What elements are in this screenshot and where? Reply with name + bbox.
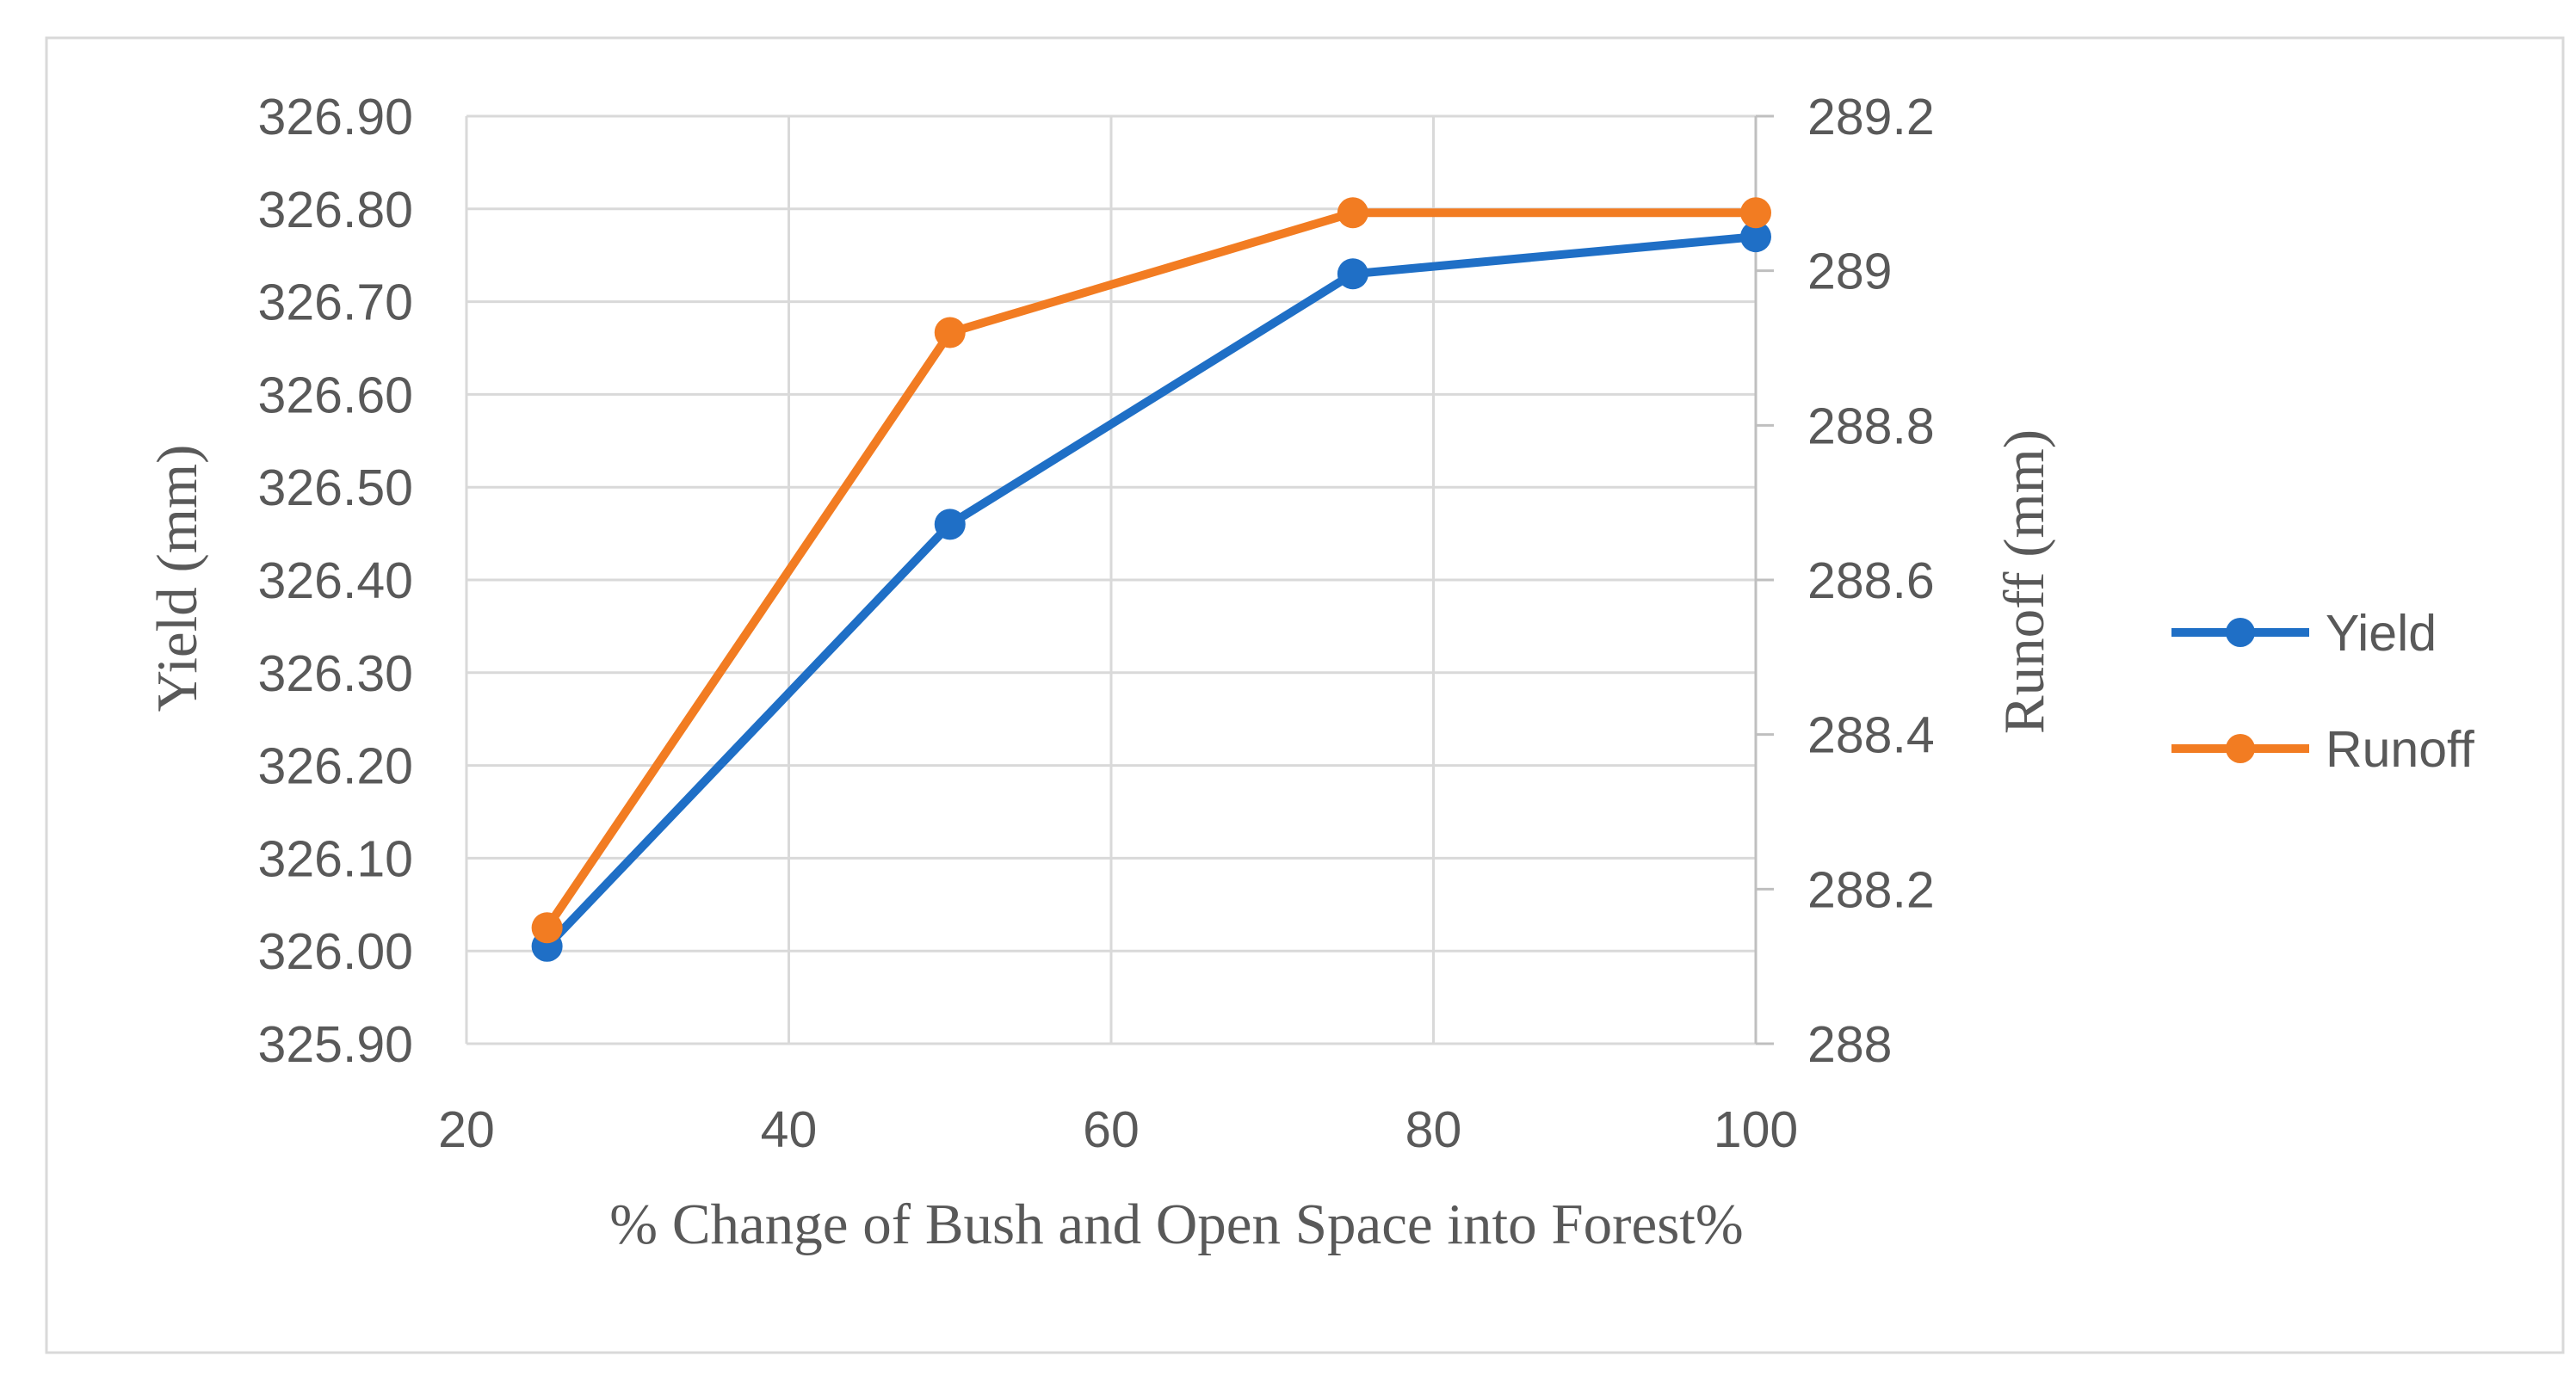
x-tick-label: 80 xyxy=(1405,1101,1462,1158)
y-left-axis-title: Yield (mm) xyxy=(145,445,209,712)
y-right-tick-label: 289 xyxy=(1807,244,1892,300)
legend-marker-yield xyxy=(2226,618,2255,647)
y-left-tick-label: 325.90 xyxy=(258,1016,413,1073)
y-right-tick-label: 288.4 xyxy=(1807,707,1935,764)
data-point-runoff xyxy=(1337,197,1368,229)
y-left-tick-label: 326.70 xyxy=(258,274,413,331)
data-point-runoff xyxy=(1740,197,1771,229)
y-left-tick-label: 326.00 xyxy=(258,923,413,980)
data-point-yield xyxy=(934,509,966,540)
data-point-runoff xyxy=(531,912,563,944)
axes xyxy=(1754,114,1774,1045)
x-axis-title: % Change of Bush and Open Space into For… xyxy=(609,1193,1743,1256)
legend-item-runoff: Runoff xyxy=(2171,721,2474,778)
y-right-tick-label: 288.8 xyxy=(1807,398,1935,454)
y-right-tick-label: 288.2 xyxy=(1807,861,1935,918)
x-tick-label: 100 xyxy=(1714,1101,1798,1158)
series-line-yield xyxy=(542,232,1760,951)
y-left-tick-label: 326.20 xyxy=(258,738,413,795)
series-line-runoff xyxy=(542,208,1760,933)
y-right-tick-label: 288 xyxy=(1807,1016,1892,1073)
y-left-tick-label: 326.40 xyxy=(258,552,413,609)
tick-labels: 325.90 326.00 326.10 326.20 326.30 326.40 326.… xyxy=(258,89,1935,1158)
y-right-tick-label: 289.2 xyxy=(1807,89,1935,145)
series-lines xyxy=(531,197,1771,962)
x-tick-label: 60 xyxy=(1083,1101,1140,1158)
chart-border xyxy=(45,36,2565,1354)
y-left-tick-label: 326.10 xyxy=(258,830,413,887)
data-point-yield xyxy=(1337,258,1368,290)
y-left-tick-label: 326.90 xyxy=(258,89,413,145)
y-left-tick-label: 326.60 xyxy=(258,367,413,423)
legend-label-runoff: Runoff xyxy=(2326,721,2474,778)
x-tick-label: 20 xyxy=(438,1101,495,1158)
y-right-axis-title: Runoff (mm) xyxy=(1992,429,2056,734)
legend-item-yield: Yield xyxy=(2171,605,2437,662)
data-point-yield xyxy=(1740,221,1771,253)
data-point-runoff xyxy=(934,317,966,348)
gridlines xyxy=(465,114,1757,1045)
y-left-tick-label: 326.80 xyxy=(258,182,413,238)
legend-marker-runoff xyxy=(2226,734,2255,763)
legend-label-yield: Yield xyxy=(2326,605,2437,662)
y-left-tick-label: 326.30 xyxy=(258,645,413,702)
legend: Yield Runoff xyxy=(2171,605,2474,778)
y-left-tick-label: 326.50 xyxy=(258,459,413,516)
x-tick-label: 40 xyxy=(761,1101,818,1158)
y-right-tick-label: 288.6 xyxy=(1807,552,1935,609)
